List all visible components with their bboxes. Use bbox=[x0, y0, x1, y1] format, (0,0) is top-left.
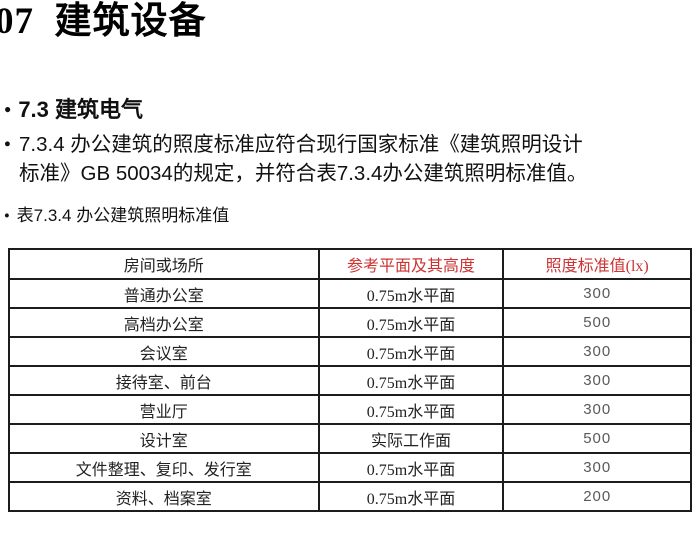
table-row: 会议室 0.75m水平面 300 bbox=[8, 336, 692, 367]
bullet-icon: ● bbox=[4, 102, 12, 117]
value-cell: 300 bbox=[502, 278, 692, 309]
bullet-icon: ● bbox=[4, 138, 11, 150]
plane-cell: 0.75m水平面 bbox=[317, 365, 505, 396]
table-caption: ● 表7.3.4 办公建筑照明标准值 bbox=[4, 201, 229, 226]
value-cell: 500 bbox=[502, 423, 692, 454]
table-row: 资料、档案室 0.75m水平面 200 bbox=[8, 481, 692, 512]
section-heading-label: 7.3 建筑电气 bbox=[18, 97, 144, 122]
table-row: 设计室 实际工作面 500 bbox=[8, 423, 692, 454]
plane-cell: 0.75m水平面 bbox=[317, 481, 505, 512]
plane-cell: 0.75m水平面 bbox=[317, 307, 505, 338]
table-row: 文件整理、复印、发行室 0.75m水平面 300 bbox=[8, 452, 692, 483]
plane-cell: 0.75m水平面 bbox=[317, 336, 505, 367]
plane-cell: 0.75m水平面 bbox=[317, 394, 505, 425]
room-cell: 接待室、前台 bbox=[8, 365, 320, 396]
header-plane: 参考平面及其高度 bbox=[317, 248, 505, 280]
plane-cell: 实际工作面 bbox=[317, 423, 505, 454]
room-cell: 高档办公室 bbox=[8, 307, 320, 338]
lighting-standards-table: 房间或场所 参考平面及其高度 照度标准值(lx) 普通办公室 0.75m水平面 … bbox=[8, 248, 692, 512]
plane-cell: 0.75m水平面 bbox=[317, 452, 505, 483]
paragraph-line-1: 7.3.4 办公建筑的照度标准应符合现行国家标准《建筑照明设计 bbox=[19, 133, 583, 156]
room-cell: 会议室 bbox=[8, 336, 320, 367]
paragraph-7-3-4: ● 7.3.4 办公建筑的照度标准应符合现行国家标准《建筑照明设计 标准》GB … bbox=[4, 130, 700, 188]
room-cell: 营业厅 bbox=[8, 394, 320, 425]
room-cell: 普通办公室 bbox=[8, 278, 320, 309]
table-row: 营业厅 0.75m水平面 300 bbox=[8, 394, 692, 425]
plane-cell: 0.75m水平面 bbox=[317, 278, 505, 309]
section-heading-7-3: ● 7.3 建筑电气 bbox=[4, 92, 143, 124]
value-cell: 300 bbox=[502, 452, 692, 483]
table: 房间或场所 参考平面及其高度 照度标准值(lx) 普通办公室 0.75m水平面 … bbox=[8, 248, 692, 512]
room-cell: 资料、档案室 bbox=[8, 481, 320, 512]
table-header-row: 房间或场所 参考平面及其高度 照度标准值(lx) bbox=[8, 248, 692, 280]
value-cell: 500 bbox=[502, 307, 692, 338]
table-caption-label: 表7.3.4 办公建筑照明标准值 bbox=[16, 206, 230, 225]
room-cell: 文件整理、复印、发行室 bbox=[8, 452, 320, 483]
table-row: 普通办公室 0.75m水平面 300 bbox=[8, 278, 692, 309]
value-cell: 200 bbox=[502, 481, 692, 512]
value-cell: 300 bbox=[502, 365, 692, 396]
header-value: 照度标准值(lx) bbox=[502, 248, 692, 280]
paragraph-line-2: 标准》GB 50034的规定，并符合表7.3.4办公建筑照明标准值。 bbox=[19, 162, 588, 185]
value-cell: 300 bbox=[502, 336, 692, 367]
table-row: 接待室、前台 0.75m水平面 300 bbox=[8, 365, 692, 396]
bullet-icon: ● bbox=[4, 209, 10, 220]
room-cell: 设计室 bbox=[8, 423, 320, 454]
table-row: 高档办公室 0.75m水平面 500 bbox=[8, 307, 692, 338]
value-cell: 300 bbox=[502, 394, 692, 425]
header-room: 房间或场所 bbox=[8, 248, 320, 280]
page-title: 07 建筑设备 bbox=[0, 1, 207, 42]
